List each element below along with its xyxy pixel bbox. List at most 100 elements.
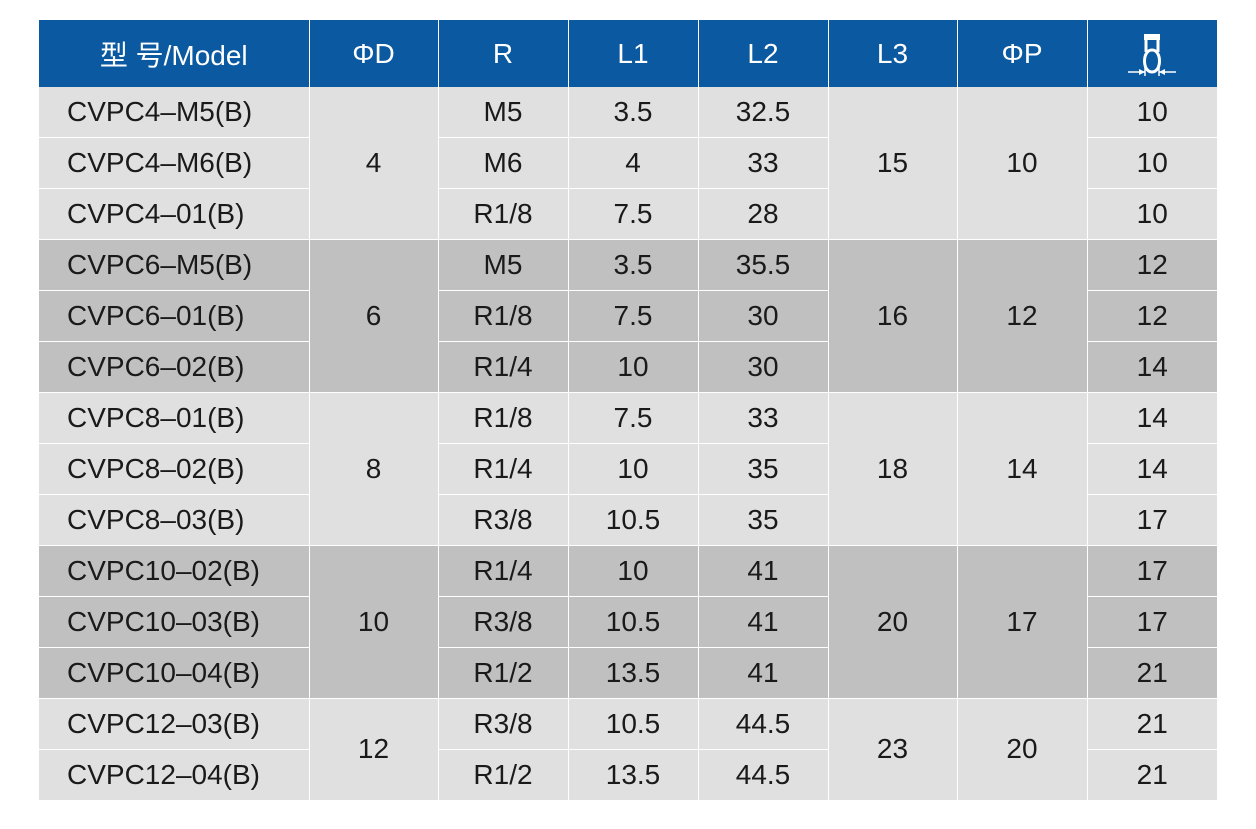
r-cell: R1/8 bbox=[437, 188, 569, 240]
l2-cell: 28 bbox=[697, 188, 829, 240]
r-cell: R1/8 bbox=[437, 290, 569, 342]
l1-cell: 10.5 bbox=[567, 596, 699, 648]
model-cell: CVPC4–M6(B) bbox=[39, 137, 310, 189]
phi-d-cell: 10 bbox=[308, 545, 439, 699]
l1-cell: 10.5 bbox=[567, 494, 699, 546]
l2-cell: 41 bbox=[697, 596, 829, 648]
model-cell: CVPC10–02(B) bbox=[39, 545, 310, 597]
table-row: CVPC6–01(B) R1/8 7.5 30 12 bbox=[39, 290, 1217, 342]
hex-width-cell: 17 bbox=[1086, 596, 1217, 648]
l1-cell: 10.5 bbox=[567, 698, 699, 750]
header-l1: L1 bbox=[567, 20, 699, 87]
hex-width-cell: 21 bbox=[1086, 749, 1217, 800]
l2-cell: 30 bbox=[697, 341, 829, 393]
hex-width-dimension-icon bbox=[1088, 30, 1218, 78]
l2-cell: 41 bbox=[697, 647, 829, 699]
model-cell: CVPC4–01(B) bbox=[39, 188, 310, 240]
l2-cell: 33 bbox=[697, 137, 829, 189]
r-cell: M6 bbox=[437, 137, 569, 189]
header-phi-d: ΦD bbox=[308, 20, 439, 87]
hex-width-cell: 14 bbox=[1086, 443, 1217, 495]
l1-cell: 13.5 bbox=[567, 749, 699, 800]
phi-d-cell: 4 bbox=[308, 87, 439, 240]
l2-cell: 30 bbox=[697, 290, 829, 342]
spec-body: CVPC4–M5(B) 4 M5 3.5 32.5 15 10 10 CVPC4–M6(B) M6… bbox=[39, 87, 1217, 801]
r-cell: R3/8 bbox=[437, 698, 569, 750]
model-cell: CVPC6–M5(B) bbox=[39, 239, 310, 291]
phi-p-cell: 14 bbox=[956, 392, 1088, 546]
model-cell: CVPC12–04(B) bbox=[39, 749, 310, 800]
model-cell: CVPC10–04(B) bbox=[39, 647, 310, 699]
l2-cell: 44.5 bbox=[697, 749, 829, 800]
l2-cell: 35.5 bbox=[697, 239, 829, 291]
hex-width-cell: 10 bbox=[1086, 137, 1217, 189]
hex-width-cell: 12 bbox=[1086, 239, 1217, 291]
header-r: R bbox=[437, 20, 569, 87]
l1-cell: 10 bbox=[567, 443, 699, 495]
table-row: CVPC4–01(B) R1/8 7.5 28 10 bbox=[39, 188, 1217, 240]
l1-cell: 7.5 bbox=[567, 290, 699, 342]
model-cell: CVPC8–03(B) bbox=[39, 494, 310, 546]
header-hex-width bbox=[1086, 20, 1218, 87]
phi-d-cell: 12 bbox=[308, 698, 439, 801]
l3-cell: 15 bbox=[827, 87, 958, 240]
phi-p-cell: 20 bbox=[956, 698, 1088, 801]
hex-width-cell: 10 bbox=[1086, 87, 1217, 138]
header-l3: L3 bbox=[827, 20, 958, 87]
l2-cell: 35 bbox=[697, 494, 829, 546]
hex-width-cell: 17 bbox=[1086, 545, 1217, 597]
phi-d-cell: 8 bbox=[308, 392, 439, 546]
phi-p-cell: 12 bbox=[956, 239, 1088, 393]
model-cell: CVPC6–01(B) bbox=[39, 290, 310, 342]
r-cell: R1/4 bbox=[437, 443, 569, 495]
l1-cell: 4 bbox=[567, 137, 699, 189]
r-cell: R1/2 bbox=[437, 749, 569, 800]
table-row: CVPC4–M5(B) 4 M5 3.5 32.5 15 10 10 bbox=[39, 87, 1217, 240]
l2-cell: 35 bbox=[697, 443, 829, 495]
hex-width-cell: 21 bbox=[1086, 647, 1217, 699]
l3-cell: 16 bbox=[827, 239, 958, 393]
r-cell: M5 bbox=[437, 239, 569, 291]
spec-table: 型 号/Model ΦD R L1 L2 L3 ΦP bbox=[39, 20, 1217, 801]
table-row: CVPC12–04(B) R1/2 13.5 44.5 21 bbox=[39, 749, 1217, 800]
l3-cell: 18 bbox=[827, 392, 958, 546]
table-row: CVPC12–03(B) 12 R3/8 10.5 44.5 23 20 21 bbox=[39, 698, 1217, 801]
phi-p-cell: 17 bbox=[956, 545, 1088, 699]
phi-p-cell: 10 bbox=[956, 87, 1088, 240]
hex-width-cell: 14 bbox=[1086, 392, 1217, 444]
phi-d-cell: 6 bbox=[308, 239, 439, 393]
r-cell: R1/4 bbox=[437, 341, 569, 393]
hex-width-cell: 12 bbox=[1086, 290, 1217, 342]
model-cell: CVPC8–01(B) bbox=[39, 392, 310, 444]
header-l2: L2 bbox=[697, 20, 829, 87]
l2-cell: 41 bbox=[697, 545, 829, 597]
table-row: CVPC6–M5(B) 6 M5 3.5 35.5 16 12 12 bbox=[39, 239, 1217, 393]
hex-width-cell: 14 bbox=[1086, 341, 1217, 393]
header-phi-p: ΦP bbox=[956, 20, 1088, 87]
l1-cell: 10 bbox=[567, 341, 699, 393]
l1-cell: 3.5 bbox=[567, 239, 699, 291]
model-cell: CVPC8–02(B) bbox=[39, 443, 310, 495]
l2-cell: 32.5 bbox=[697, 87, 829, 138]
l1-cell: 13.5 bbox=[567, 647, 699, 699]
r-cell: R1/2 bbox=[437, 647, 569, 699]
r-cell: R1/8 bbox=[437, 392, 569, 444]
table-row: CVPC8–03(B) R3/8 10.5 35 17 bbox=[39, 494, 1217, 546]
table-row: CVPC10–03(B) R3/8 10.5 41 17 bbox=[39, 596, 1217, 648]
l1-cell: 10 bbox=[567, 545, 699, 597]
table-row: CVPC6–02(B) R1/4 10 30 14 bbox=[39, 341, 1217, 393]
table-row: CVPC10–04(B) R1/2 13.5 41 21 bbox=[39, 647, 1217, 699]
header-model: 型 号/Model bbox=[39, 20, 310, 87]
l1-cell: 3.5 bbox=[567, 87, 699, 138]
hex-width-cell: 21 bbox=[1086, 698, 1217, 750]
table-row: CVPC8–01(B) 8 R1/8 7.5 33 18 14 14 bbox=[39, 392, 1217, 546]
table-row: CVPC4–M6(B) M6 4 33 10 bbox=[39, 137, 1217, 189]
model-cell: CVPC4–M5(B) bbox=[39, 87, 310, 138]
l3-cell: 20 bbox=[827, 545, 958, 699]
model-cell: CVPC12–03(B) bbox=[39, 698, 310, 750]
header-row: 型 号/Model ΦD R L1 L2 L3 ΦP bbox=[39, 20, 1217, 87]
l3-cell: 23 bbox=[827, 698, 958, 801]
hex-width-cell: 17 bbox=[1086, 494, 1217, 546]
model-cell: CVPC6–02(B) bbox=[39, 341, 310, 393]
l2-cell: 44.5 bbox=[697, 698, 829, 750]
